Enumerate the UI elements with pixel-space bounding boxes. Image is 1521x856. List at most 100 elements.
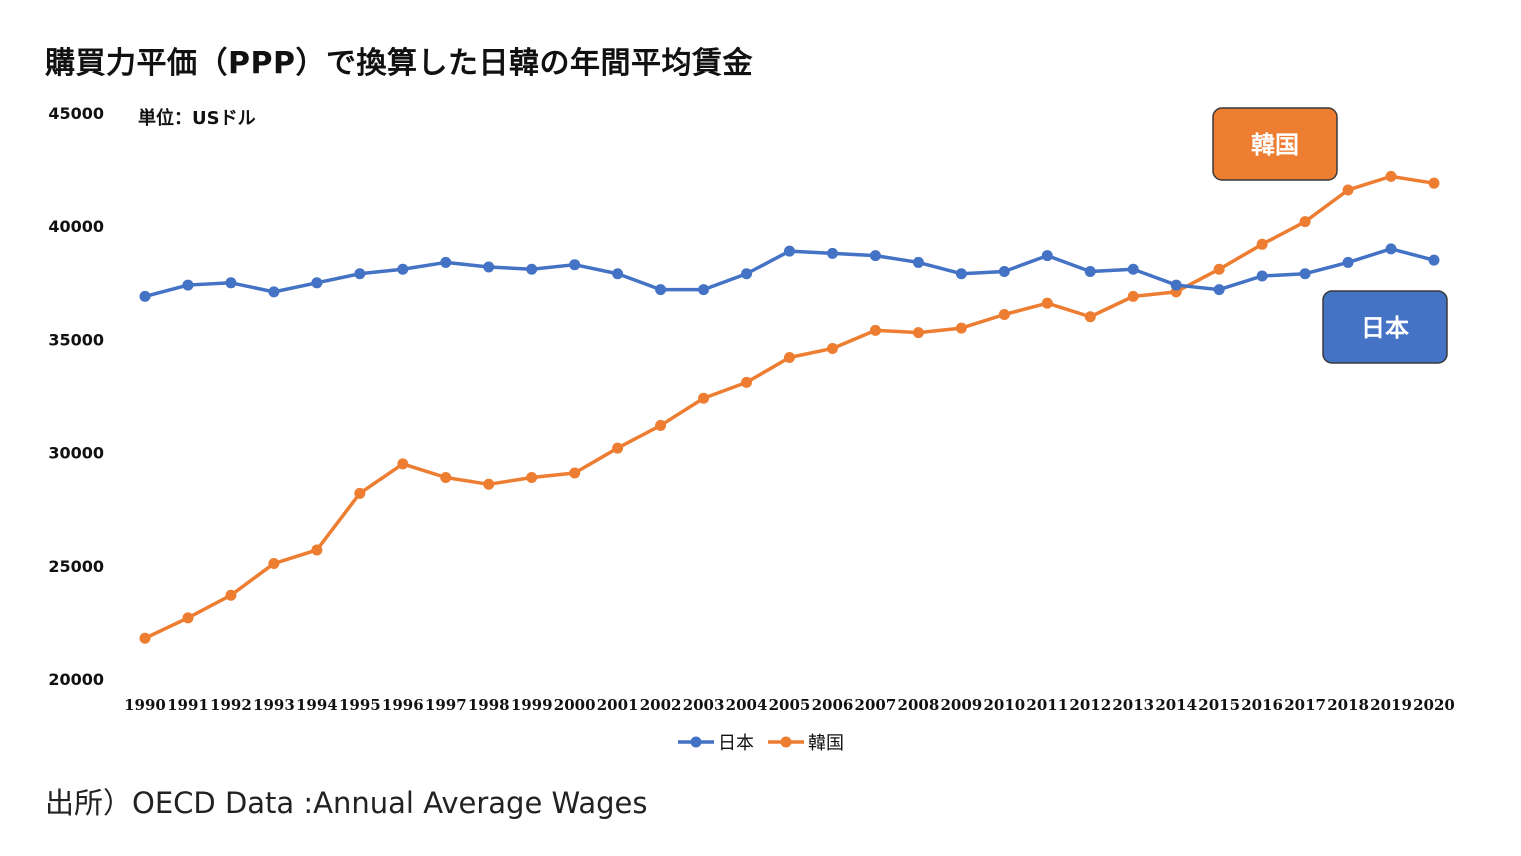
data-point: [612, 442, 624, 454]
data-point: [1127, 263, 1139, 275]
x-tick-label: 1994: [296, 696, 338, 714]
data-point: [1385, 170, 1397, 182]
data-point: [225, 589, 237, 601]
x-tick-label: 2018: [1327, 696, 1369, 714]
data-point: [182, 612, 194, 624]
data-point: [311, 277, 323, 289]
data-point: [869, 250, 881, 262]
data-point: [698, 284, 710, 296]
x-tick-label: 2012: [1069, 696, 1111, 714]
x-tick-label: 2004: [726, 696, 768, 714]
x-tick-label: 2015: [1198, 696, 1240, 714]
data-point: [1256, 238, 1268, 250]
x-tick-label: 2019: [1370, 696, 1412, 714]
x-tick-label: 2013: [1112, 696, 1154, 714]
legend-marker: [690, 736, 702, 748]
data-point: [1084, 265, 1096, 277]
data-point: [826, 247, 838, 259]
x-tick-label: 1998: [468, 696, 510, 714]
x-tick-label: 1996: [382, 696, 424, 714]
x-tick-label: 2009: [940, 696, 982, 714]
y-tick-label: 30000: [48, 444, 104, 463]
data-point: [912, 327, 924, 339]
data-point: [1299, 268, 1311, 280]
chart-title: 購買力平価（PPP）で換算した日韓の年間平均賃金: [45, 46, 753, 81]
x-tick-label: 2010: [983, 696, 1025, 714]
x-tick-label: 1997: [425, 696, 467, 714]
data-point: [139, 632, 151, 644]
x-tick-label: 2017: [1284, 696, 1326, 714]
y-tick-label: 45000: [48, 104, 104, 123]
data-point: [655, 284, 667, 296]
data-point: [440, 256, 452, 268]
data-point: [354, 487, 366, 499]
data-point: [569, 467, 581, 479]
x-tick-label: 1995: [339, 696, 381, 714]
data-point: [311, 544, 323, 556]
data-point: [1256, 270, 1268, 282]
data-point: [1170, 279, 1182, 291]
data-point: [912, 256, 924, 268]
data-point: [225, 277, 237, 289]
data-point: [1213, 263, 1225, 275]
x-axis-tick-labels: 1990 1991 1992 1993 1994 1995 1996 1997 1998 1999…: [124, 696, 1455, 714]
y-axis-tick-labels: 20000 25000 30000 35000 40000 45000: [48, 104, 104, 689]
x-tick-label: 2000: [554, 696, 596, 714]
x-tick-label: 2003: [683, 696, 725, 714]
callout-box: [1212, 107, 1338, 181]
callout-label: 韓国: [1251, 131, 1299, 159]
y-tick-label: 40000: [48, 217, 104, 236]
unit-note: 単位：USドル: [138, 107, 256, 129]
data-point: [397, 263, 409, 275]
x-tick-label: 2002: [640, 696, 682, 714]
data-point: [1041, 250, 1053, 262]
source-note: 出所）OECD Data :Annual Average Wages: [45, 786, 648, 820]
data-point: [955, 322, 967, 334]
y-tick-label: 35000: [48, 330, 104, 349]
x-tick-label: 1992: [210, 696, 252, 714]
data-point: [1342, 256, 1354, 268]
data-point: [741, 376, 753, 388]
data-point: [569, 259, 581, 271]
callout-label: 日本: [1361, 314, 1409, 342]
legend-marker: [780, 736, 792, 748]
data-point: [612, 268, 624, 280]
x-tick-label: 2014: [1155, 696, 1197, 714]
data-point: [1342, 184, 1354, 196]
data-point: [526, 263, 538, 275]
x-tick-label: 2020: [1413, 696, 1455, 714]
data-point: [826, 342, 838, 354]
x-tick-label: 1993: [253, 696, 295, 714]
data-point: [1213, 284, 1225, 296]
data-point: [655, 419, 667, 431]
data-point: [440, 472, 452, 484]
data-point: [955, 268, 967, 280]
y-tick-label: 20000: [48, 670, 104, 689]
x-tick-label: 2016: [1241, 696, 1283, 714]
data-point: [1428, 254, 1440, 266]
x-tick-label: 2005: [769, 696, 811, 714]
legend-label: 日本: [718, 733, 754, 754]
data-point: [998, 308, 1010, 320]
x-tick-label: 2001: [597, 696, 639, 714]
x-tick-label: 1999: [511, 696, 553, 714]
callout-1: 日本: [1322, 290, 1448, 364]
data-point: [1428, 177, 1440, 189]
legend-label: 韓国: [808, 733, 844, 754]
data-point: [526, 472, 538, 484]
callout-0: 韓国: [1212, 107, 1338, 181]
data-point: [741, 268, 753, 280]
data-point: [397, 458, 409, 470]
data-point: [483, 478, 495, 490]
x-tick-label: 2011: [1026, 696, 1068, 714]
data-point: [139, 290, 151, 302]
y-tick-label: 25000: [48, 557, 104, 576]
x-tick-label: 2008: [898, 696, 940, 714]
data-point: [268, 286, 280, 298]
data-point: [784, 245, 795, 257]
data-point: [998, 265, 1010, 277]
x-tick-label: 1990: [124, 696, 166, 714]
data-point: [268, 558, 280, 570]
